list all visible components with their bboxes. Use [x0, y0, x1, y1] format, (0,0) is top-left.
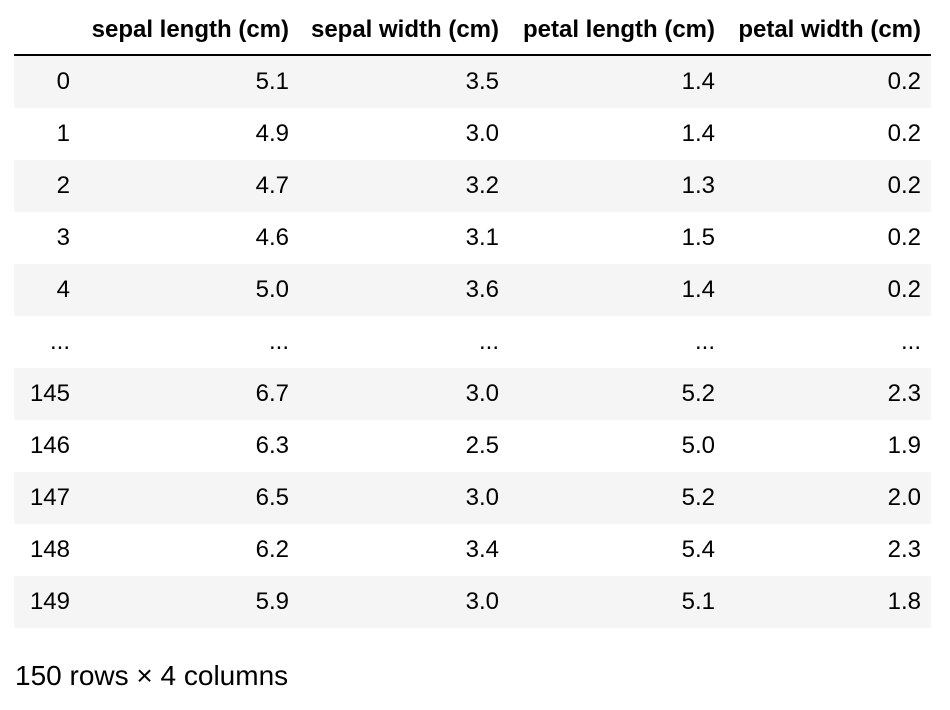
table-cell: 2.0	[887, 484, 921, 511]
table-cell: 0.2	[887, 120, 921, 147]
table-row: 0 5.1 3.5 1.4 0.2	[14, 55, 931, 108]
row-index: 1	[56, 120, 70, 147]
table-cell: 2.3	[887, 380, 921, 407]
table-cell: 3.0	[465, 588, 499, 615]
table-cell: 5.0	[255, 276, 289, 303]
table-cell: 2.5	[465, 432, 499, 459]
row-index: 4	[56, 276, 70, 303]
table-cell: 3.0	[465, 484, 499, 511]
table-cell: 5.0	[681, 432, 715, 459]
table-cell: 2.3	[887, 536, 921, 563]
table-row: 147 6.5 3.0 5.2 2.0	[14, 472, 931, 524]
table-cell: 3.0	[465, 120, 499, 147]
table-cell: 3.4	[465, 536, 499, 563]
column-header-sepal-width: sepal width (cm)	[299, 8, 509, 56]
row-index: 0	[56, 68, 70, 95]
row-index: 3	[56, 224, 70, 251]
table-cell: 5.2	[681, 484, 715, 511]
table-row: 148 6.2 3.4 5.4 2.3	[14, 524, 931, 576]
table-cell: ...	[694, 328, 715, 355]
table-cell: 1.9	[887, 432, 921, 459]
column-header-petal-length: petal length (cm)	[509, 8, 725, 56]
table-cell: ...	[900, 328, 921, 355]
table-row: 3 4.6 3.1 1.5 0.2	[14, 212, 931, 264]
table-cell: 4.9	[255, 120, 289, 147]
table-cell: 3.2	[465, 172, 499, 199]
row-index: 147	[29, 484, 70, 511]
row-index: 149	[29, 588, 70, 615]
table-cell: 1.3	[681, 172, 715, 199]
table-cell: 5.9	[255, 588, 289, 615]
table-cell: 6.5	[255, 484, 289, 511]
table-cell: 1.4	[681, 68, 715, 95]
table-cell: 5.2	[681, 380, 715, 407]
table-row: 145 6.7 3.0 5.2 2.3	[14, 368, 931, 420]
index-header	[14, 8, 80, 56]
table-row: ...............	[14, 316, 931, 368]
table-cell: 3.6	[465, 276, 499, 303]
table-row: 1 4.9 3.0 1.4 0.2	[14, 108, 931, 160]
table-cell: 1.5	[681, 224, 715, 251]
table-header: sepal length (cm) sepal width (cm) petal…	[14, 8, 931, 56]
table-cell: 1.8	[887, 588, 921, 615]
table-cell: 0.2	[887, 172, 921, 199]
row-index: 2	[56, 172, 70, 199]
shape-summary: 150 rows × 4 columns	[15, 660, 289, 691]
table-cell: 1.4	[681, 120, 715, 147]
table-cell: 0.2	[887, 68, 921, 95]
table-cell: 3.0	[465, 380, 499, 407]
table-cell: ...	[478, 328, 499, 355]
table-cell: 3.5	[465, 68, 499, 95]
dataframe-table: sepal length (cm) sepal width (cm) petal…	[14, 8, 931, 628]
table-row: 2 4.7 3.2 1.3 0.2	[14, 160, 931, 212]
table-cell: 0.2	[887, 224, 921, 251]
table-cell: 6.7	[255, 380, 289, 407]
table-row: 149 5.9 3.0 5.1 1.8	[14, 576, 931, 628]
table-cell: 6.3	[255, 432, 289, 459]
table-cell: 0.2	[887, 276, 921, 303]
table-cell: 5.1	[681, 588, 715, 615]
column-header-sepal-length: sepal length (cm)	[80, 8, 299, 56]
table-cell: 5.1	[255, 68, 289, 95]
table-cell: 3.1	[465, 224, 499, 251]
table-cell: 6.2	[255, 536, 289, 563]
row-index: 146	[29, 432, 70, 459]
table-cell: 5.4	[681, 536, 715, 563]
row-index: ...	[49, 328, 70, 355]
header-row: sepal length (cm) sepal width (cm) petal…	[14, 8, 931, 56]
table-cell: 4.6	[255, 224, 289, 251]
table-cell: 1.4	[681, 276, 715, 303]
table-cell: ...	[268, 328, 289, 355]
table-row: 146 6.3 2.5 5.0 1.9	[14, 420, 931, 472]
row-index: 145	[29, 380, 70, 407]
column-header-petal-width: petal width (cm)	[725, 8, 931, 56]
table-cell: 4.7	[255, 172, 289, 199]
table-body: 0 5.1 3.5 1.4 0.2 1 4.9 3.0 1.4 0.2 2 4.7 3.2 1.3 0.2 3…	[14, 55, 931, 628]
table-row: 4 5.0 3.6 1.4 0.2	[14, 264, 931, 316]
row-index: 148	[29, 536, 70, 563]
